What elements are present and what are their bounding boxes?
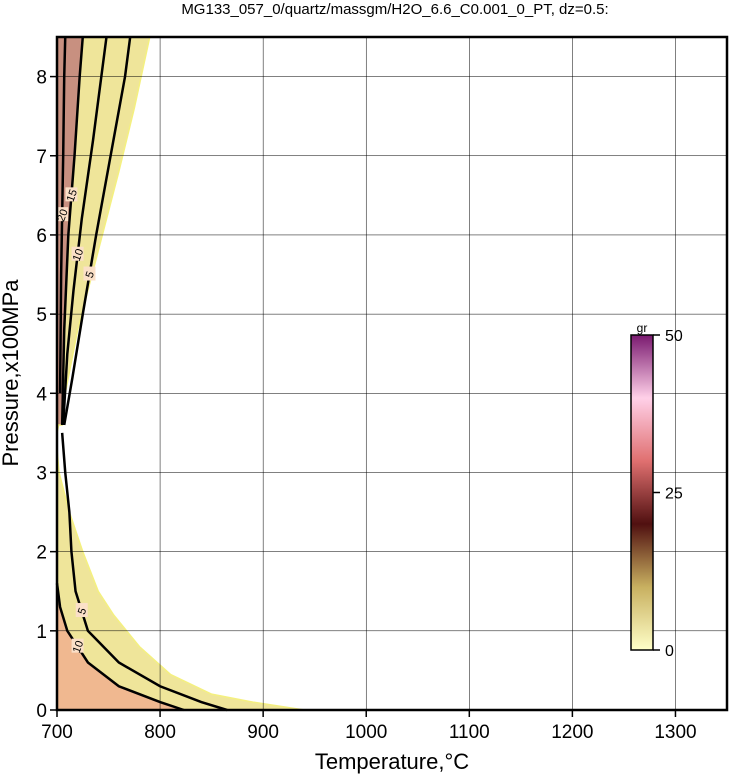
x-tick-label: 800 [144, 722, 176, 743]
contour-label: 10 [71, 247, 86, 263]
x-tick-label: 1200 [551, 722, 593, 743]
x-tick-label: 1300 [654, 722, 696, 743]
y-tick-label: 6 [36, 226, 47, 247]
y-tick-label: 8 [36, 68, 47, 89]
contour-line [55, 583, 185, 712]
y-tick-label: 3 [36, 463, 47, 484]
contour-label: 15 [65, 188, 80, 204]
y-tick-label: 0 [36, 701, 47, 722]
x-tick-label: 1100 [449, 722, 490, 743]
y-tick-label: 4 [36, 384, 47, 405]
x-tick-label: 900 [247, 722, 279, 743]
y-tick-label: 2 [36, 543, 47, 564]
contour-line [58, 36, 67, 394]
x-tick-label: 700 [41, 722, 73, 743]
contour-label-box [71, 638, 84, 653]
contour-label: 20 [55, 208, 70, 224]
colorbar [630, 334, 654, 651]
contour-label-box [71, 246, 84, 261]
contour-label: 5 [76, 606, 89, 616]
y-axis-label: Pressure,x100MPa [0, 279, 23, 467]
plot-frame [55, 35, 729, 712]
y-tick-label: 5 [36, 305, 47, 326]
contour-label-box [56, 207, 69, 222]
contour-label-box [83, 266, 96, 281]
x-tick-label: 1000 [345, 722, 387, 743]
colorbar-tick-label: 50 [665, 328, 683, 345]
colorbar-tick-label: 25 [665, 486, 683, 503]
contour-line [62, 36, 132, 426]
y-tick-label: 1 [36, 622, 47, 643]
chart-title: MG133_057_0/quartz/massgm/H2O_6.6_C0.001… [181, 1, 608, 18]
contour-label-box [65, 187, 78, 202]
contour-label: 5 [84, 270, 97, 280]
x-axis-label: Temperature,°C [315, 749, 469, 774]
contour-label-box [75, 603, 88, 618]
colorbar-label: gr [637, 321, 648, 335]
y-tick-label: 7 [36, 147, 47, 168]
contour-label: 10 [71, 639, 86, 655]
colorbar-tick-label: 0 [665, 643, 674, 660]
